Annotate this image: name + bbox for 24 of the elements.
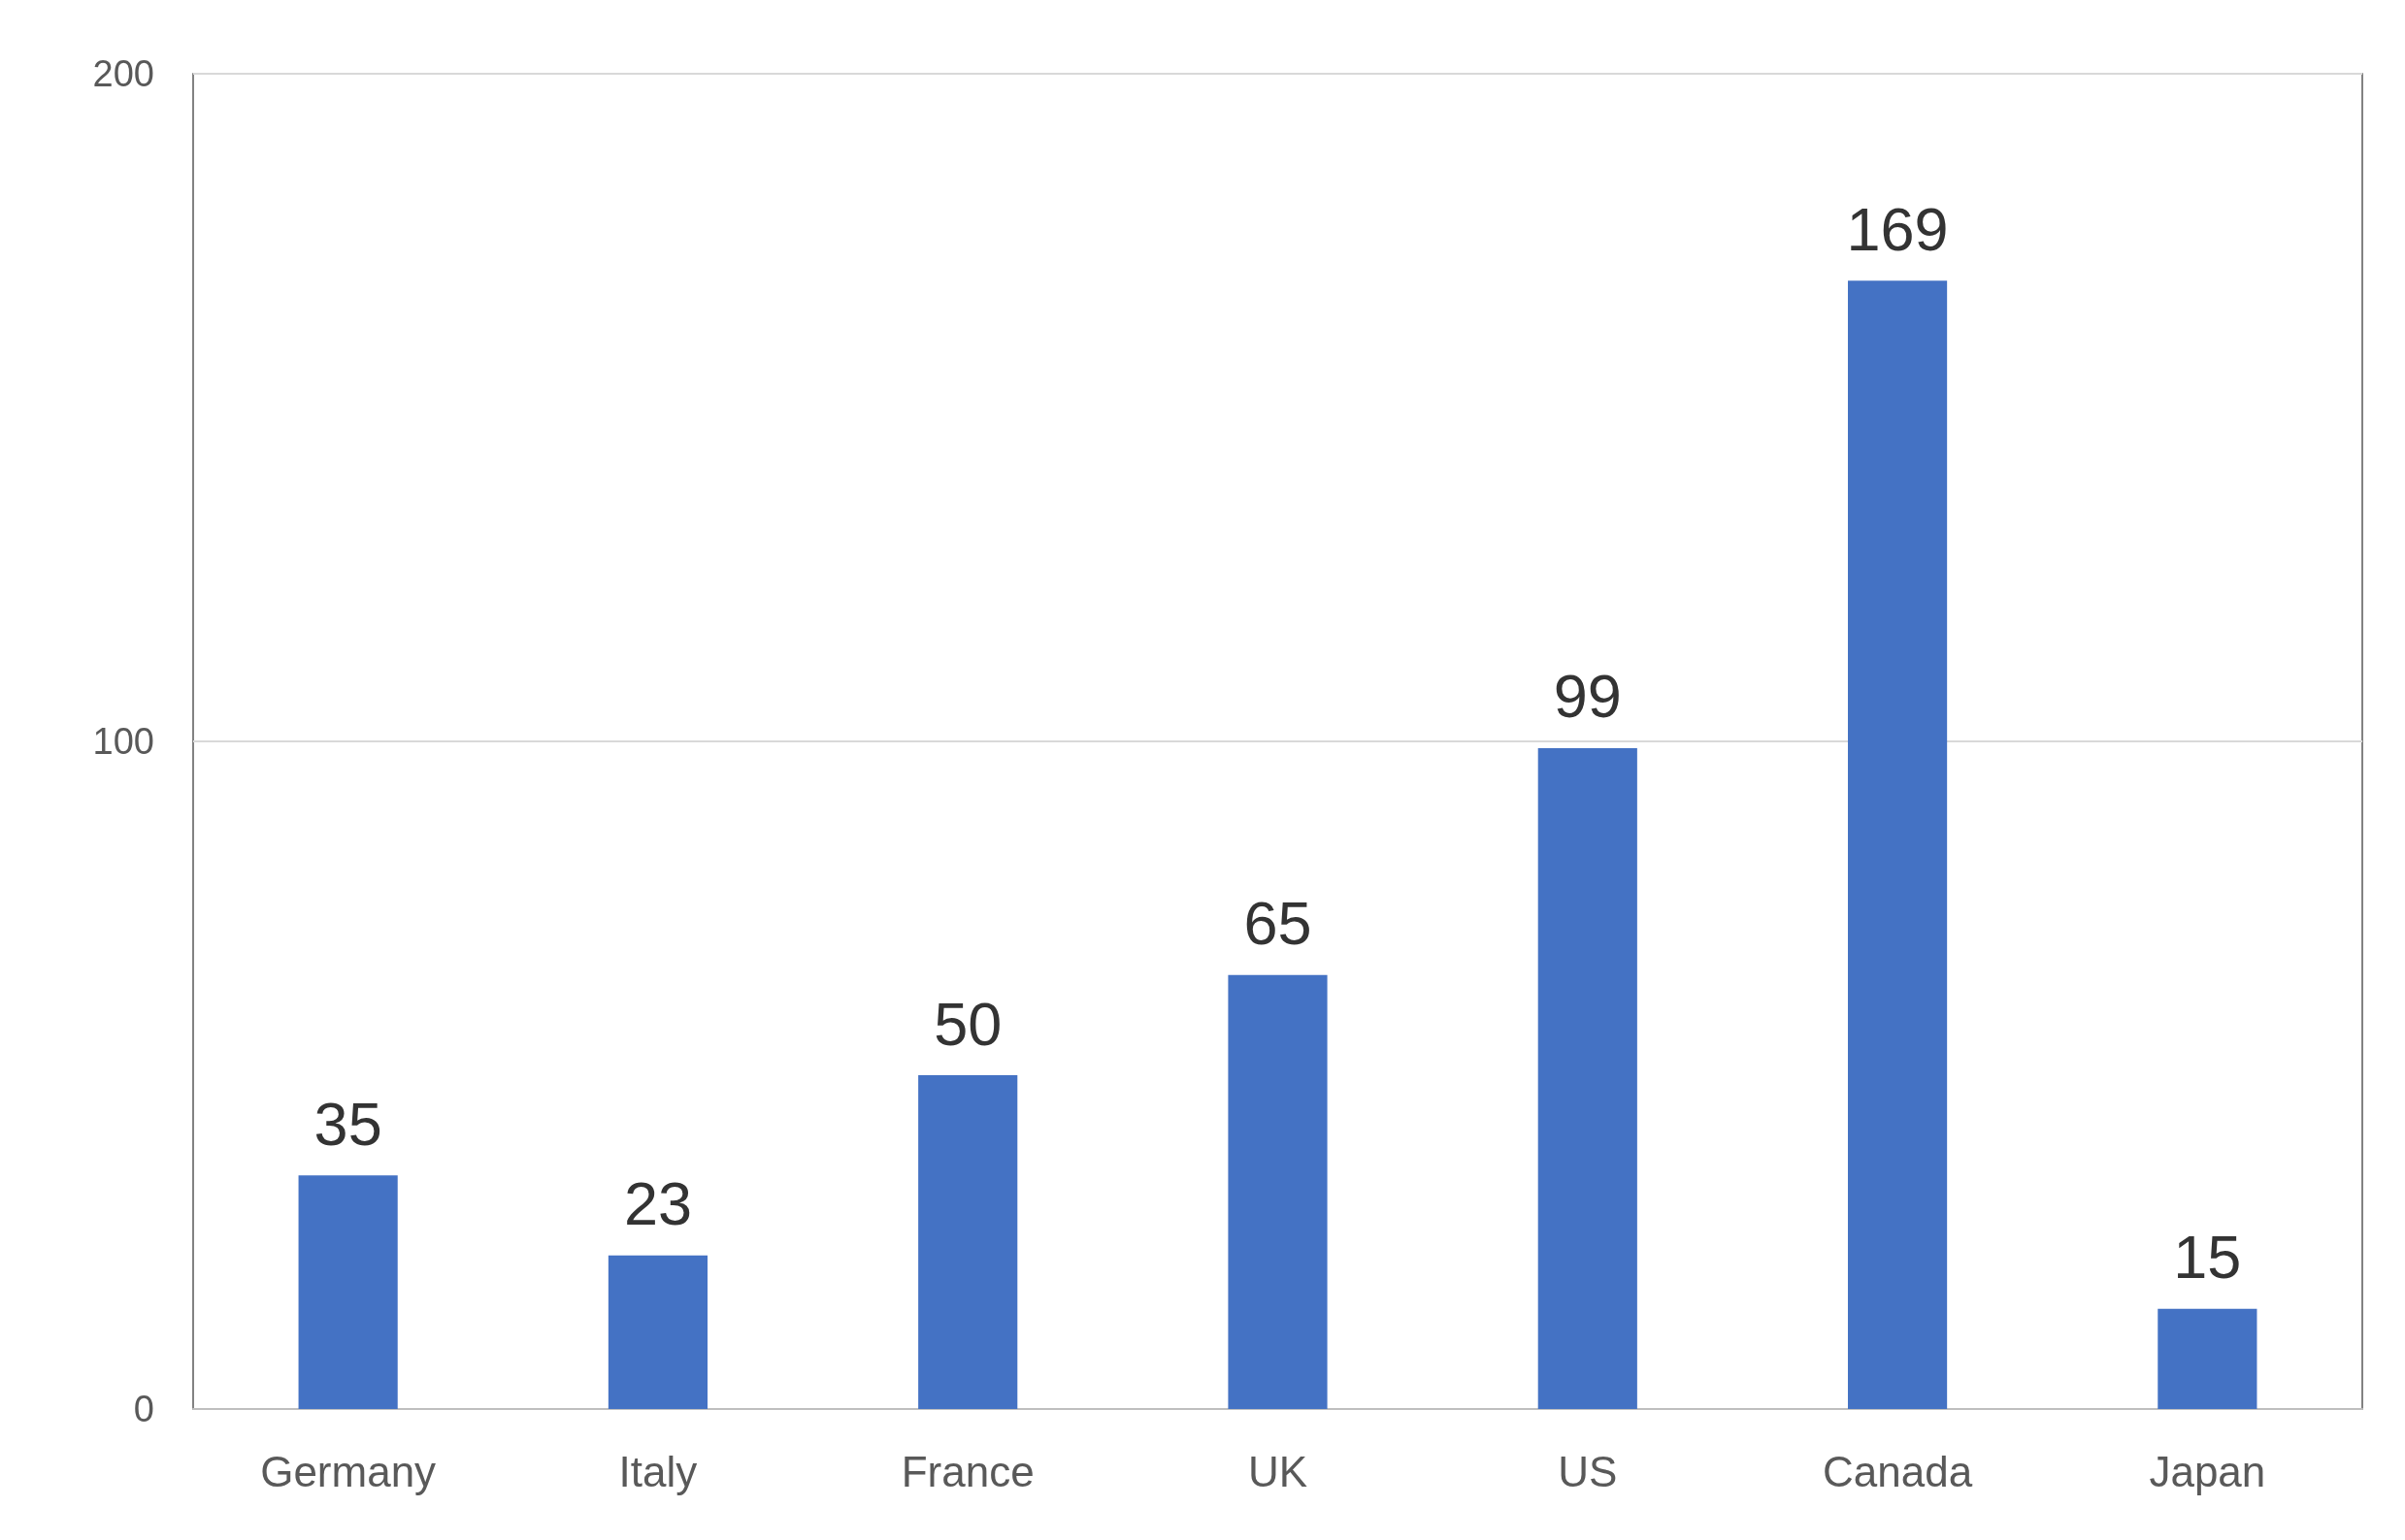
x-tick-label: UK xyxy=(1247,1447,1308,1495)
y-tick-label: 200 xyxy=(92,53,154,94)
y-tick-label: 100 xyxy=(92,721,154,762)
data-label: 99 xyxy=(1553,662,1622,731)
x-tick-label: Germany xyxy=(260,1447,437,1495)
bar xyxy=(2158,1308,2257,1409)
bar xyxy=(1847,280,1948,1409)
bar xyxy=(608,1255,708,1409)
x-tick-label: Japan xyxy=(2149,1447,2266,1495)
bar xyxy=(1537,747,1637,1409)
data-label: 65 xyxy=(1243,889,1312,958)
data-label: 169 xyxy=(1846,194,1949,263)
data-label: 23 xyxy=(623,1169,692,1238)
x-tick-label: US xyxy=(1558,1447,1618,1495)
bar xyxy=(1228,974,1328,1409)
bar xyxy=(918,1075,1018,1409)
data-label: 15 xyxy=(2173,1223,2242,1292)
y-tick-label: 0 xyxy=(133,1389,154,1429)
x-tick-label: France xyxy=(901,1447,1035,1495)
data-label: 35 xyxy=(313,1089,382,1158)
x-tick-label: Italy xyxy=(618,1447,698,1495)
bar xyxy=(298,1175,398,1409)
data-label: 50 xyxy=(934,989,1003,1058)
x-tick-label: Canada xyxy=(1823,1447,1973,1495)
